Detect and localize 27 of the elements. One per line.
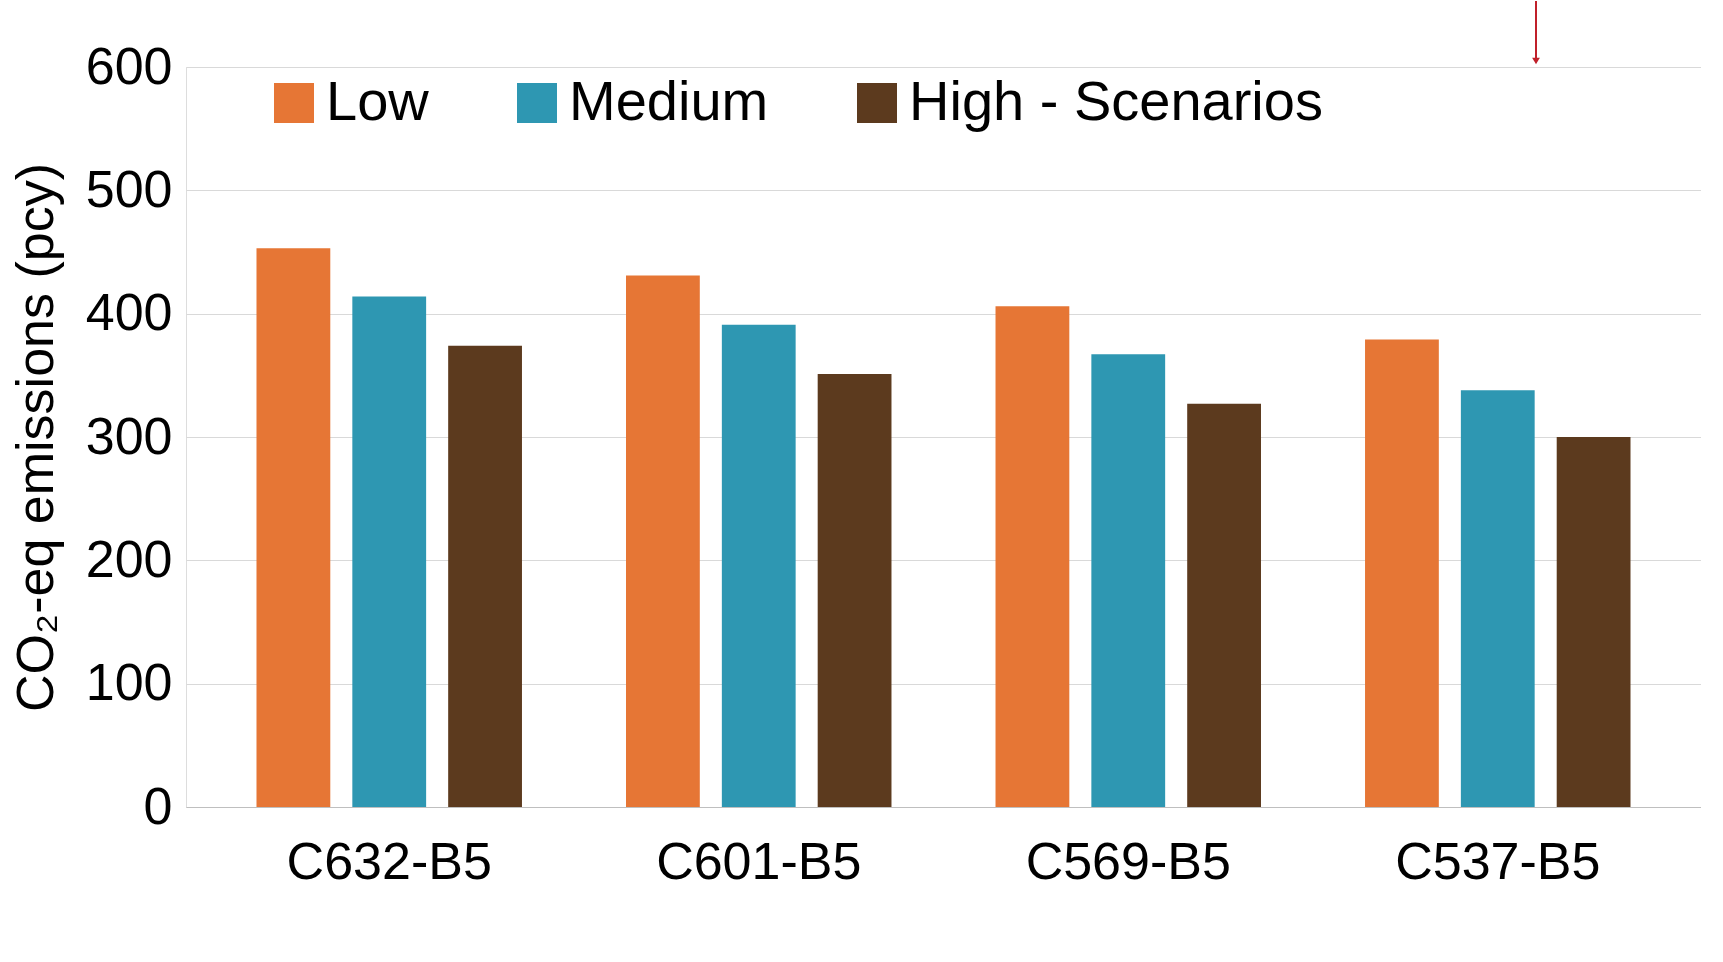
y-tick-label: 100 [85, 653, 173, 712]
y-tick-label: 600 [85, 36, 173, 95]
bar [1365, 339, 1439, 807]
y-tick-label: 300 [85, 406, 173, 465]
x-tick-label: C537-B5 [1395, 831, 1601, 890]
legend-label: Medium [569, 69, 769, 132]
bar [352, 296, 427, 807]
bar [626, 275, 700, 807]
bar [256, 248, 331, 807]
bar [817, 374, 892, 807]
legend-label: Low [326, 69, 430, 132]
bar [1460, 390, 1535, 807]
y-tick-label: 200 [85, 529, 173, 588]
y-tick-label: 400 [85, 283, 173, 342]
legend-label: High - Scenarios [909, 69, 1323, 132]
bar [1091, 354, 1166, 807]
bar [721, 324, 796, 807]
x-tick-label: C632-B5 [286, 831, 492, 890]
y-axis-title: CO₂-eq emissions (pcy) [5, 163, 64, 712]
bar [995, 306, 1070, 807]
x-tick-label: C601-B5 [656, 831, 862, 890]
y-tick-label: 0 [143, 776, 173, 835]
bar [1556, 437, 1631, 807]
x-tick-label: C569-B5 [1025, 831, 1231, 890]
bar [448, 345, 522, 807]
bar [1187, 403, 1261, 807]
y-tick-label: 500 [85, 159, 173, 218]
